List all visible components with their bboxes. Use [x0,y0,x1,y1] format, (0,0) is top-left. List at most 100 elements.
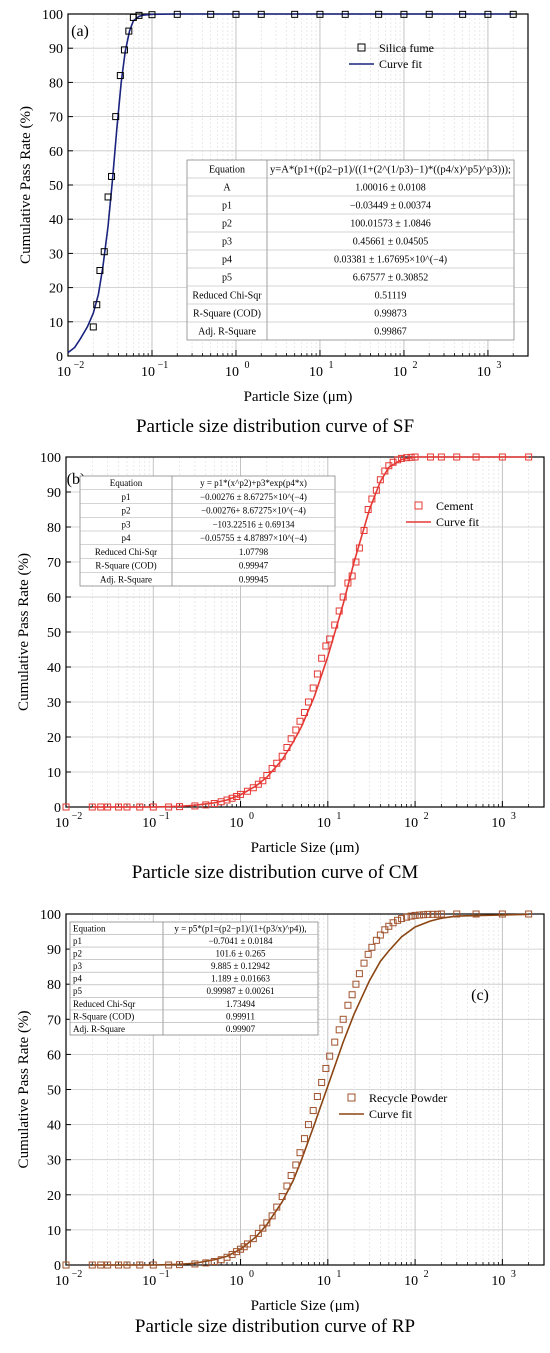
data-point [355,544,363,552]
x-tick-label: 10 [317,1274,331,1289]
fit-table-value: −0.03449 ± 0.00374 [350,201,431,212]
y-tick-label: 40 [47,661,61,676]
y-tick-label: 30 [47,696,61,711]
y-tick-label: 30 [47,1154,61,1169]
legend-marker-symbol [414,501,423,510]
x-tick-exponent: 1 [336,1269,341,1280]
data-point [360,959,368,967]
data-point [291,10,299,18]
data-point [376,931,384,939]
data-point [112,113,120,121]
y-tick-label: 60 [47,1048,61,1063]
fit-table: Equation y=A*(p1+((p2−p1)/((1+(2^(1/p3)−1… [186,159,515,341]
data-point [89,323,97,331]
data-point [176,1261,184,1269]
fit-table-label: p3 [122,519,132,529]
data-point [339,1015,347,1023]
data-point [108,172,116,180]
x-tick-exponent: 1 [336,811,341,822]
series-group [67,10,517,354]
fit-table-value: 0.99987 ± 0.00261 [207,986,275,996]
data-point [257,10,265,18]
x-tick-label: 10 [57,365,71,380]
data-point [322,642,330,650]
x-tick-label: 10 [225,365,239,380]
x-tick-exponent: 0 [249,811,254,822]
caption-cm: Particle size distribution curve of CM [131,862,419,883]
fit-table-label: R-Square (COD) [193,309,261,320]
data-point [372,936,380,944]
data-point [389,458,397,466]
series-group [62,910,533,1269]
fit-table-value: 0.99947 [239,561,269,571]
y-tick-label: 90 [47,943,61,958]
data-point [398,915,406,923]
data-point [313,670,321,678]
y-tick-label: 10 [49,316,63,331]
data-point [398,454,406,462]
y-tick-label: 0 [56,350,63,365]
data-point [123,803,131,811]
data-point [115,803,123,811]
data-point [411,453,419,461]
data-point [120,46,128,54]
data-point [232,10,240,18]
data-point [309,684,317,692]
legend-label: Curve fit [436,515,480,529]
x-tick-exponent: −1 [159,811,170,822]
fit-table-value: 9.885 ± 0.12942 [211,961,270,971]
fit-table-label: p2 [73,949,82,959]
data-point [344,1001,352,1009]
data-point [331,1038,339,1046]
y-tick-label: 20 [47,731,61,746]
data-point [372,486,380,494]
fit-table-value: 0.99873 [374,309,407,320]
data-point [202,1259,210,1267]
fit-table-value: 0.99907 [226,1024,256,1034]
data-point [93,301,101,309]
x-tick-label: 10 [317,816,331,831]
data-point [403,454,411,462]
data-point [326,1052,334,1060]
data-point [136,1261,144,1269]
fit-table-label: R-Square (COD) [73,1011,134,1021]
data-point [207,10,215,18]
fit-table-value: 6.67577 ± 0.30852 [353,273,429,284]
data-point [426,453,434,461]
x-tick-label: 10 [142,816,156,831]
data-point [191,802,199,810]
fit-table-value: 0.45661 ± 0.04505 [353,237,429,248]
fit-table-value: 101.6 ± 0.265 [216,949,266,959]
fit-table-label: p4 [73,974,83,984]
x-tick-exponent: −2 [74,360,85,371]
panel-sf: 0 10 20 30 40 50 60 70 80 90 100 10 −2 10 −1 10 0 10 1 10 2 1… [0,0,550,450]
data-point [283,1182,291,1190]
fit-table-value: y=A*(p1+((p2−p1)/((1+(2^(1/p3)−1)*((p4/x… [270,165,511,176]
data-point [210,800,218,807]
data-point [259,777,267,785]
data-point [191,1260,199,1268]
fit-table-value: y = p5*(p1=(p2−p1)/(1+(p3/x)^p4)), [174,923,306,933]
y-tick-label: 70 [47,1013,61,1028]
y-tick-label: 40 [49,213,63,228]
data-point [202,801,210,809]
data-point [278,1193,286,1201]
x-tick-label: 10 [230,1274,244,1289]
data-point [424,910,432,918]
fit-table-label: p1 [122,492,131,502]
legend: Recycle Powder Curve fit [339,1091,447,1121]
legend: Cement Curve fit [406,499,480,529]
x-tick-exponent: 2 [424,1269,429,1280]
y-tick-label: 70 [49,111,63,126]
data-point [368,943,376,951]
x-tick-exponent: 3 [511,811,516,822]
x-tick-label: 10 [230,816,244,831]
data-point [415,911,423,919]
y-tick-label: 30 [49,247,63,262]
fit-table-value: 0.99911 [226,1011,255,1021]
y-tick-label: 100 [40,451,61,466]
x-tick-label: 10 [404,816,418,831]
x-axis-title: Particle Size (μm) [251,840,360,856]
data-point [453,910,461,918]
